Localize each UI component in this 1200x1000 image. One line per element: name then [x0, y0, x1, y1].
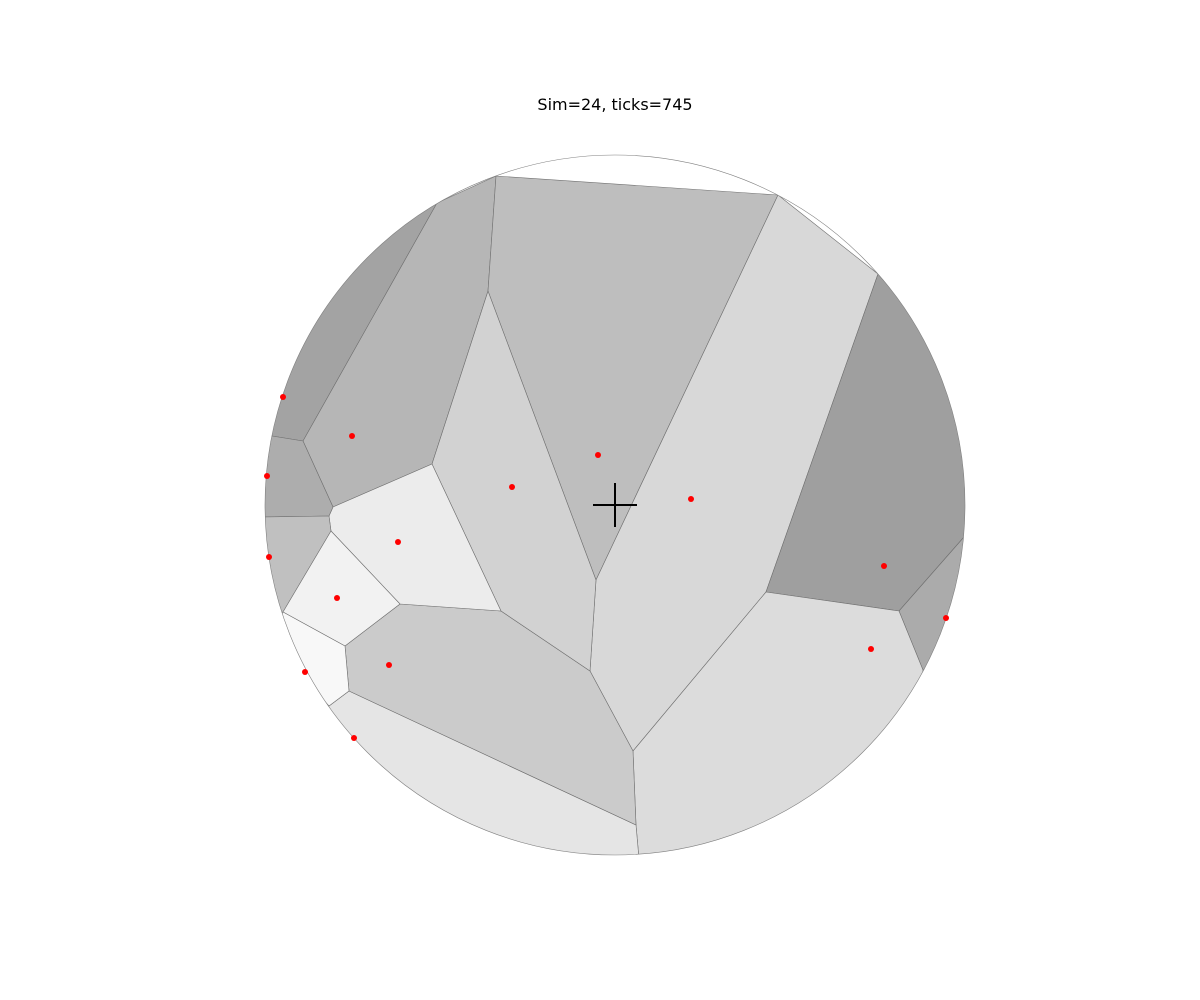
seed-point — [688, 496, 694, 502]
seed-point — [280, 394, 286, 400]
figure-title: Sim=24, ticks=745 — [537, 95, 693, 114]
cell-group — [265, 169, 965, 855]
crosshair-marker — [593, 483, 637, 527]
seed-point — [881, 563, 887, 569]
seed-point — [386, 662, 392, 668]
seed-point — [264, 473, 270, 479]
disk-boundary — [264, 154, 966, 856]
cell-center — [431, 290, 597, 672]
seed-point — [395, 539, 401, 545]
seed-point — [266, 554, 272, 560]
seed-point — [302, 669, 308, 675]
seed-point — [334, 595, 340, 601]
seed-point — [943, 615, 949, 621]
seed-point — [868, 646, 874, 652]
seed-point — [351, 735, 357, 741]
seed-points — [264, 394, 949, 741]
seed-point — [349, 433, 355, 439]
seed-point — [595, 452, 601, 458]
seed-point — [509, 484, 515, 490]
